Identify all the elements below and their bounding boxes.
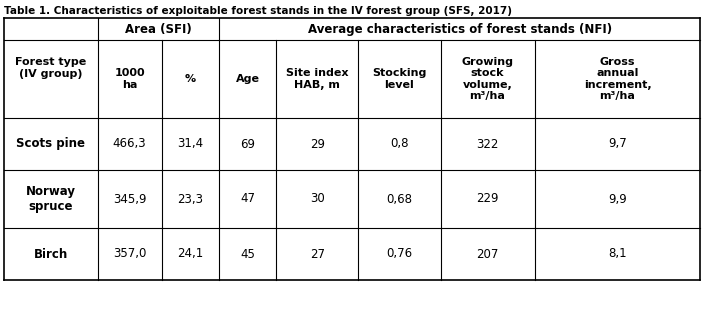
Text: 69: 69 bbox=[240, 137, 255, 151]
Text: 29: 29 bbox=[310, 137, 325, 151]
Text: Table 1. Characteristics of exploitable forest stands in the IV forest group (SF: Table 1. Characteristics of exploitable … bbox=[4, 6, 512, 16]
Text: 357,0: 357,0 bbox=[113, 248, 146, 261]
Text: 9,9: 9,9 bbox=[608, 193, 627, 206]
Text: Area (SFI): Area (SFI) bbox=[125, 22, 191, 35]
Text: Average characteristics of forest stands (NFI): Average characteristics of forest stands… bbox=[308, 22, 612, 35]
Text: 345,9: 345,9 bbox=[113, 193, 146, 206]
Text: 30: 30 bbox=[310, 193, 325, 206]
Text: 45: 45 bbox=[240, 248, 255, 261]
Text: 0,76: 0,76 bbox=[386, 248, 413, 261]
Text: 466,3: 466,3 bbox=[113, 137, 146, 151]
Text: 8,1: 8,1 bbox=[608, 248, 627, 261]
Text: Age: Age bbox=[235, 74, 260, 84]
Text: 0,8: 0,8 bbox=[390, 137, 408, 151]
Text: Site index
HAB, m: Site index HAB, m bbox=[286, 68, 348, 90]
Text: 322: 322 bbox=[477, 137, 498, 151]
Text: 47: 47 bbox=[240, 193, 255, 206]
Text: 31,4: 31,4 bbox=[177, 137, 203, 151]
Text: Growing
stock
volume,
m³/ha: Growing stock volume, m³/ha bbox=[462, 57, 513, 101]
Text: 23,3: 23,3 bbox=[177, 193, 203, 206]
Text: Norway
spruce: Norway spruce bbox=[25, 185, 75, 213]
Text: Birch: Birch bbox=[33, 248, 68, 261]
Text: Stocking
level: Stocking level bbox=[372, 68, 427, 90]
Text: 24,1: 24,1 bbox=[177, 248, 203, 261]
Text: 1000
ha: 1000 ha bbox=[114, 68, 145, 90]
Text: Scots pine: Scots pine bbox=[16, 137, 85, 151]
Text: 9,7: 9,7 bbox=[608, 137, 627, 151]
Text: %: % bbox=[184, 74, 196, 84]
Text: 229: 229 bbox=[477, 193, 499, 206]
Text: Gross
annual
increment,
m³/ha: Gross annual increment, m³/ha bbox=[584, 57, 651, 101]
Text: 27: 27 bbox=[310, 248, 325, 261]
Text: Forest type
(IV group): Forest type (IV group) bbox=[15, 57, 86, 79]
Text: 0,68: 0,68 bbox=[386, 193, 413, 206]
Text: 207: 207 bbox=[477, 248, 498, 261]
